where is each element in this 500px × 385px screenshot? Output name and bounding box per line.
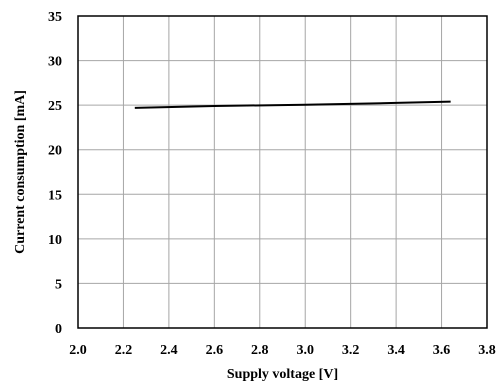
series-layer — [134, 100, 451, 109]
x-tick-label: 2.0 — [69, 343, 87, 358]
y-tick-label: 10 — [48, 233, 62, 248]
y-tick-label: 5 — [55, 277, 62, 292]
x-tick-label: 3.2 — [342, 343, 360, 358]
x-tick-label: 3.6 — [433, 343, 451, 358]
y-tick-label: 25 — [48, 99, 62, 114]
y-tick-label: 15 — [48, 188, 62, 203]
series-line — [134, 100, 451, 109]
y-tick-label: 30 — [48, 55, 62, 70]
y-axis-title: Current consumption [mA] — [13, 90, 28, 254]
y-tick-label: 0 — [55, 322, 62, 337]
x-tick-label: 3.0 — [296, 343, 314, 358]
x-tick-label: 2.2 — [115, 343, 133, 358]
plot-area-frame — [77, 15, 488, 329]
x-tick-label: 2.8 — [251, 343, 269, 358]
x-tick-label: 2.6 — [206, 343, 224, 358]
y-tick-label: 35 — [48, 10, 62, 25]
x-tick-label: 2.4 — [160, 343, 178, 358]
grid-lines — [78, 16, 487, 328]
x-axis-title: Supply voltage [V] — [227, 367, 338, 382]
y-axis-tick-labels: 0 5 10 15 20 25 30 35 — [48, 10, 62, 337]
x-tick-label: 3.4 — [387, 343, 405, 358]
y-tick-label: 20 — [48, 144, 62, 159]
x-tick-label: 3.8 — [478, 343, 496, 358]
x-axis-tick-labels: 2.0 2.2 2.4 2.6 2.8 3.0 3.2 3.4 3.6 3.8 — [69, 343, 496, 358]
